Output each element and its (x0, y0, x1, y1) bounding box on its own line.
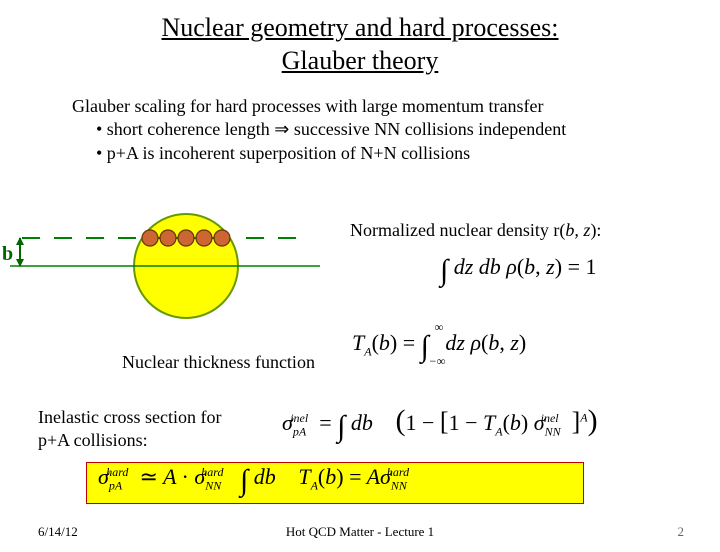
nucleus-diagram: b (0, 210, 330, 330)
bullet1-post: successive NN collisions independent (289, 119, 566, 139)
normalized-density-label: Normalized nuclear density r(b, z): (350, 220, 601, 241)
equation-thickness: TA(b) = ∫∞−∞ dz ρ(b, z) (352, 330, 526, 364)
norm-post: ): (590, 220, 601, 240)
equation-hard-cross-section: σpAhard ≃ A · σNNhard ∫ db⃗ TA(b) = AσNN… (98, 464, 409, 498)
svg-text:b: b (2, 243, 13, 265)
intro-bullet-1: • short coherence length ⇒ successive NN… (96, 118, 720, 141)
intro-line-1: Glauber scaling for hard processes with … (72, 95, 720, 118)
norm-args: b, z (565, 220, 590, 240)
inelastic-l1: Inelastic cross section for (38, 407, 221, 427)
slide-title: Nuclear geometry and hard processes: Gla… (0, 12, 720, 77)
equation-inelastic: σpAinel = ∫ db⃗ (1 − [1 − TA(b) σNNinel … (282, 404, 598, 444)
inelastic-cross-section-label: Inelastic cross section for p+A collisio… (38, 406, 221, 451)
footer-page-number: 2 (678, 524, 685, 540)
footer-center: Hot QCD Matter - Lecture 1 (0, 524, 720, 540)
implies-arrow-icon: ⇒ (274, 119, 289, 139)
thickness-function-label: Nuclear thickness function (122, 352, 315, 373)
bullet1-pre: • short coherence length (96, 119, 274, 139)
intro-block: Glauber scaling for hard processes with … (72, 95, 720, 165)
intro-bullet-2: • p+A is incoherent superposition of N+N… (96, 142, 720, 165)
equation-normalization: ∫ dz db ρ(b, z) = 1 (440, 254, 596, 288)
title-line-1: Nuclear geometry and hard processes: (161, 13, 558, 42)
inelastic-l2: p+A collisions: (38, 430, 148, 450)
title-line-2: Glauber theory (282, 46, 439, 75)
norm-pre: Normalized nuclear density r( (350, 220, 565, 240)
